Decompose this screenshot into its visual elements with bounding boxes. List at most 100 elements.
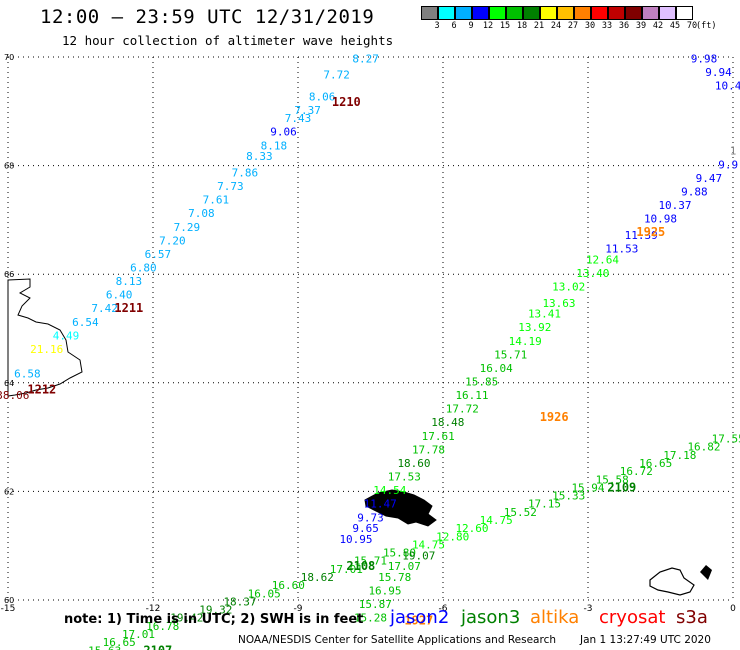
wave-height-value: 15.58 bbox=[596, 473, 629, 486]
colorbar-swatch bbox=[540, 6, 557, 20]
wave-height-value: 19.07 bbox=[402, 549, 435, 562]
colorbar-label: 18 bbox=[516, 21, 528, 31]
wave-height-value: 6.54 bbox=[72, 316, 99, 329]
pass-time-label: 1926 bbox=[540, 410, 569, 424]
wave-height-value: 9.9 bbox=[718, 158, 738, 171]
wave-height-value: 17.72 bbox=[446, 403, 479, 416]
wave-height-value: 17.15 bbox=[528, 498, 561, 511]
lon-tick-label: -15 bbox=[1, 604, 16, 614]
wave-height-value: 7.42 bbox=[91, 302, 118, 315]
wave-height-value: 21.16 bbox=[30, 343, 63, 356]
wave-height-value: 16.82 bbox=[687, 441, 720, 454]
lon-tick-label: -3 bbox=[584, 604, 593, 614]
colorbar-swatch bbox=[608, 6, 625, 20]
wave-height-value: 6.57 bbox=[145, 248, 172, 261]
wave-height-value: 16.05 bbox=[248, 587, 281, 600]
wave-height-value: 7.08 bbox=[188, 207, 215, 220]
colorbar-label: 70 bbox=[686, 21, 698, 31]
wave-height-value: 13.02 bbox=[552, 280, 585, 293]
colorbar-swatch bbox=[455, 6, 472, 20]
pass-time-label: 2109 bbox=[607, 480, 636, 494]
wave-height-value: 8.33 bbox=[246, 150, 273, 163]
wave-height-value: 14.75 bbox=[412, 538, 445, 551]
wave-height-value: 15.87 bbox=[359, 598, 392, 611]
wave-height-value: 9.98 bbox=[691, 52, 718, 65]
lon-tick-label: 0 bbox=[730, 604, 736, 614]
colorbar-swatch bbox=[574, 6, 591, 20]
landmasses bbox=[7, 278, 712, 596]
note-text: note: 1) Time is in UTC; 2) SWH is in fe… bbox=[64, 612, 364, 627]
wave-height-value: 14.75 bbox=[480, 514, 513, 527]
pass-time-label: 1211 bbox=[114, 301, 143, 315]
wave-height-value: 9.06 bbox=[270, 126, 297, 139]
colorbar-label: 21 bbox=[533, 21, 545, 31]
lat-tick-label: 68 bbox=[4, 162, 14, 171]
wave-height-value: 6.40 bbox=[106, 289, 133, 302]
wave-height-value: 7.86 bbox=[232, 166, 259, 179]
shetland-islands bbox=[649, 567, 695, 596]
colorbar-label: 24 bbox=[550, 21, 562, 31]
lat-tick-label: 62 bbox=[4, 487, 14, 496]
wave-height-value: 15.28 bbox=[354, 612, 387, 625]
wave-height-value: 10.37 bbox=[658, 199, 691, 212]
wave-height-value: 15.71 bbox=[354, 555, 387, 568]
shetland-islet bbox=[700, 565, 712, 580]
wave-height-value: 10.95 bbox=[339, 533, 372, 546]
wave-height-value: 17.01 bbox=[330, 563, 363, 576]
wave-height-value: 6.58 bbox=[14, 367, 41, 380]
wave-height-value: 6.80 bbox=[130, 261, 157, 274]
faroe-islands bbox=[364, 489, 437, 527]
colorbar-label: 15 bbox=[499, 21, 511, 31]
wave-height-value: 15.85 bbox=[465, 376, 498, 389]
wave-height-value: 17.07 bbox=[388, 560, 421, 573]
wave-height-value: 8.18 bbox=[261, 139, 288, 152]
footer-timestamp: Jan 1 13:27:49 UTC 2020 bbox=[580, 634, 711, 646]
wave-height-value: 11.47 bbox=[364, 498, 397, 511]
pass-time-label: 1925 bbox=[636, 225, 665, 239]
wave-height-value: 13.92 bbox=[518, 321, 551, 334]
pass-time-label: 2107 bbox=[143, 643, 172, 650]
wave-height-value: 14.54 bbox=[373, 484, 406, 497]
colorbar-swatch bbox=[659, 6, 676, 20]
wave-height-value: 17.78 bbox=[412, 443, 445, 456]
wave-height-values: 8.277.72 8.067.377.439.068.188.33 7.867.73… bbox=[0, 52, 740, 650]
wave-height-value: 8.27 bbox=[352, 52, 379, 65]
wave-height-value: 12.80 bbox=[436, 530, 469, 543]
wave-height-value: 15.52 bbox=[504, 506, 537, 519]
pass-time-labels: 1210 1211 1212 1925 1926 1927 2109 2108 2107 bbox=[27, 95, 665, 650]
wave-height-value: 16.72 bbox=[620, 465, 653, 478]
wave-height-value: 13.40 bbox=[576, 267, 609, 280]
colorbar-unit: (ft) bbox=[696, 21, 717, 31]
wave-height-value: 7.29 bbox=[174, 221, 201, 234]
colorbar-swatch bbox=[676, 6, 693, 20]
wave-height-value: 12.60 bbox=[455, 522, 488, 535]
wave-height-value: 7.37 bbox=[294, 104, 321, 117]
wave-height-value: 9.88 bbox=[681, 185, 708, 198]
wave-height-value: 18.60 bbox=[397, 457, 430, 470]
colorbar-label: 42 bbox=[652, 21, 664, 31]
colorbar-swatch bbox=[438, 6, 455, 20]
wave-height-value: 16.11 bbox=[455, 389, 488, 402]
colorbar-label: 30 bbox=[584, 21, 596, 31]
pass-time-label: 1210 bbox=[332, 95, 361, 109]
wave-height-value: 1 bbox=[730, 145, 737, 158]
colorbar-swatch bbox=[625, 6, 642, 20]
wave-height-value: 17.61 bbox=[422, 430, 455, 443]
wave-height-value: 38.06 bbox=[0, 389, 29, 402]
colorbar-swatch bbox=[472, 6, 489, 20]
wave-height-value: 16.78 bbox=[146, 620, 179, 633]
wave-height-value: 15.33 bbox=[552, 490, 585, 503]
wave-height-value: 10.4 bbox=[715, 80, 740, 93]
map-tick-labels: -15 -12 -9 -6 -3 0 60 62 64 66 68 70 bbox=[1, 53, 736, 614]
colorbar-label: 36 bbox=[618, 21, 630, 31]
colorbar-label: 6 bbox=[451, 21, 457, 31]
wave-height-value: 9.73 bbox=[357, 511, 384, 524]
wave-height-value: 16.04 bbox=[480, 362, 513, 375]
colorbar-swatch bbox=[523, 6, 540, 20]
wave-height-value: 11.53 bbox=[605, 242, 638, 255]
wave-height-value: 9.94 bbox=[705, 66, 732, 79]
legend-jason2: jason2 bbox=[390, 607, 450, 628]
wave-height-value: 18.37 bbox=[223, 595, 256, 608]
chart-subtitle: 12 hour collection of altimeter wave hei… bbox=[62, 33, 394, 48]
